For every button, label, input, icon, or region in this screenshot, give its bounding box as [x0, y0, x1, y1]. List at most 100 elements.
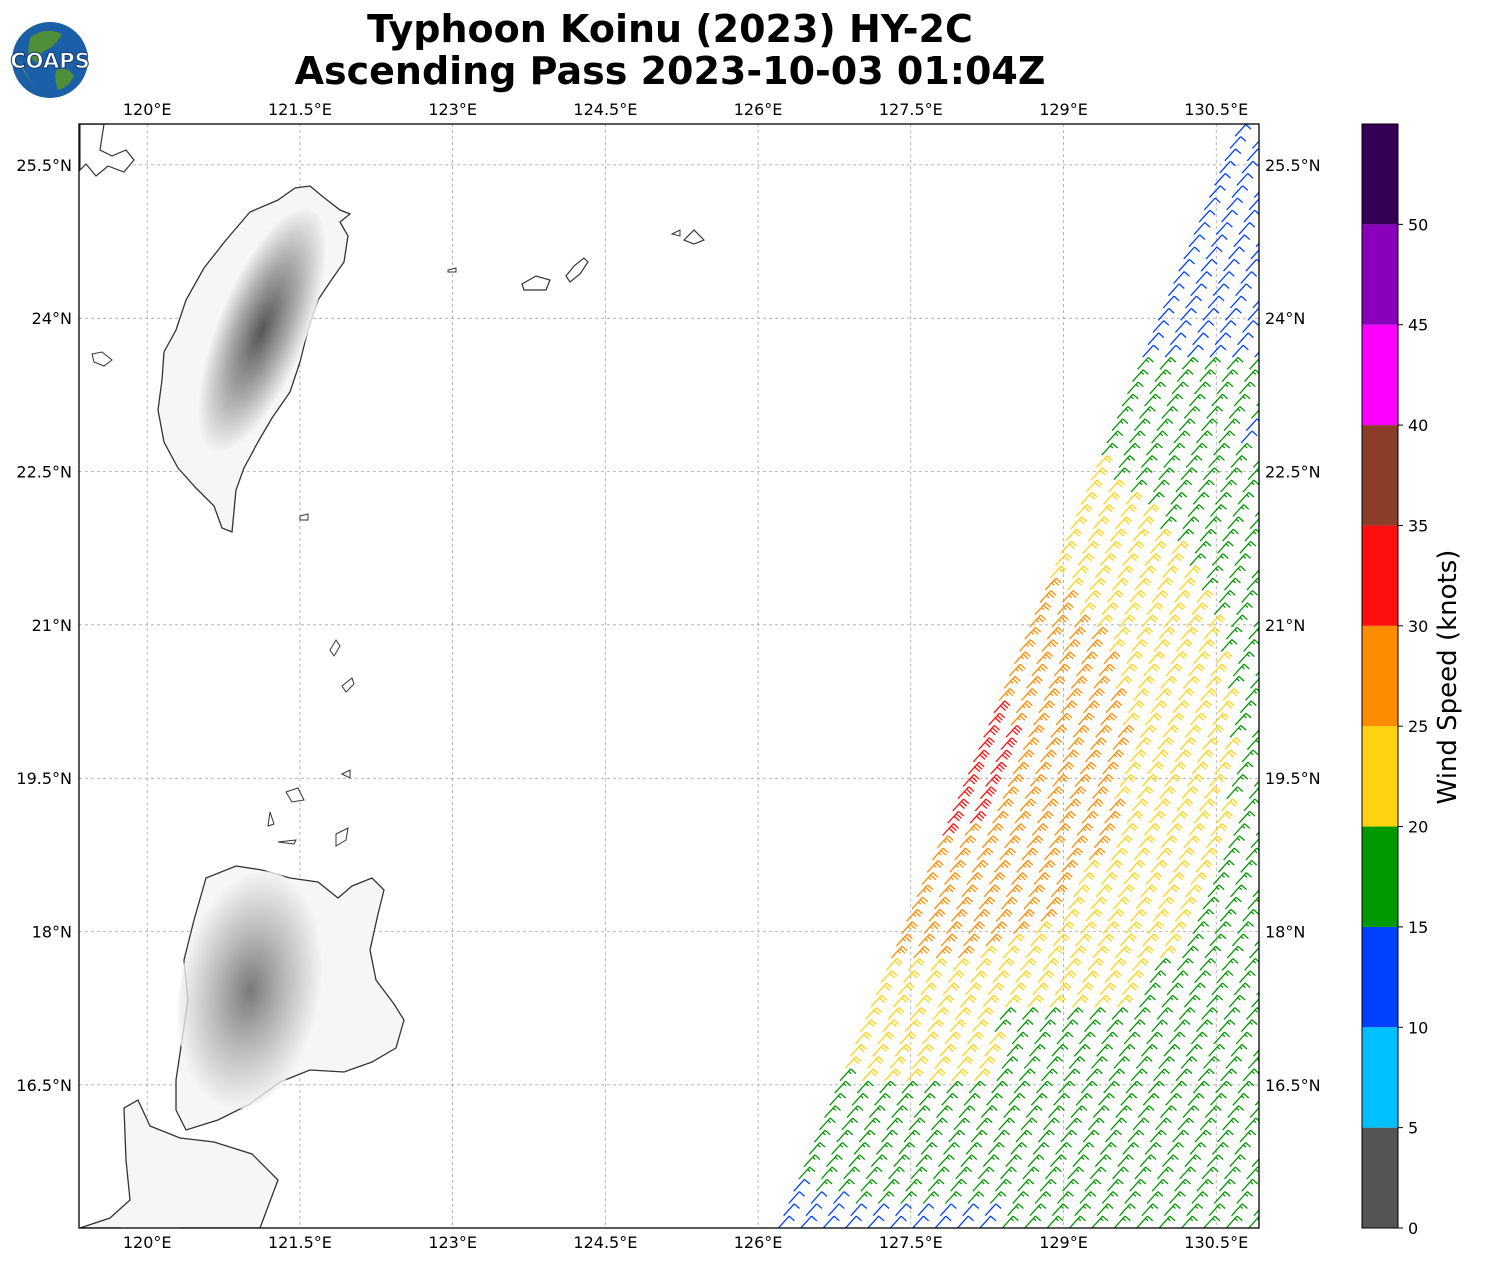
wind-barb: [912, 1215, 930, 1228]
wind-barb: [1248, 198, 1259, 211]
wind-barb: [963, 1092, 981, 1106]
colorbar-tick-label: 40: [1408, 416, 1428, 435]
wind-barb: [1213, 442, 1231, 456]
wind-barb: [1218, 1178, 1236, 1192]
graticule: [79, 124, 1259, 1228]
wind-barb: [1236, 761, 1254, 775]
wind-barb: [1088, 847, 1106, 861]
wind-barb: [1092, 945, 1110, 959]
wind-barb: [1189, 712, 1207, 726]
wind-barb: [947, 810, 965, 824]
wind-barb: [1212, 712, 1230, 726]
wind-barb: [1117, 1154, 1135, 1168]
wind-barb: [1021, 688, 1038, 701]
wind-barb: [1165, 504, 1183, 517]
wind-barb: [1120, 663, 1138, 677]
wind-barb: [1244, 528, 1259, 542]
wind-barb: [1135, 467, 1153, 481]
wind-barb: [964, 823, 982, 836]
wind-barb: [962, 1203, 980, 1217]
wind-barb: [1154, 369, 1172, 383]
wind-barb: [1018, 908, 1036, 922]
ryukyu-island-4: [670, 229, 681, 237]
wind-barb: [1035, 921, 1053, 935]
wind-barb: [1060, 1129, 1078, 1143]
wind-barb: [967, 1191, 985, 1204]
wind-barb: [896, 933, 913, 947]
wind-barb: [1222, 1117, 1240, 1131]
wind-barb: [1185, 455, 1203, 468]
wind-barb: [1075, 504, 1093, 517]
lat-tick-label-right: 18°N: [1265, 923, 1305, 942]
wind-barb: [1205, 675, 1223, 689]
wind-barb: [973, 908, 991, 922]
wind-barb: [1109, 958, 1127, 971]
wind-barb: [1085, 479, 1103, 493]
wind-barb: [1227, 1105, 1245, 1119]
batanes-island-1: [329, 639, 341, 657]
wind-barb: [1030, 1092, 1048, 1106]
wind-barb: [1243, 209, 1259, 223]
wind-barb: [1193, 810, 1211, 824]
wind-barb: [1100, 712, 1118, 726]
wind-barb: [931, 1117, 948, 1131]
wind-barb: [1194, 381, 1211, 395]
wind-barb: [994, 859, 1011, 873]
wind-barb: [1101, 442, 1119, 456]
colorbar-tick-label: 45: [1408, 316, 1428, 335]
wind-barb: [899, 1031, 917, 1045]
colorbar-bin: [1362, 425, 1398, 526]
wind-barb: [1129, 590, 1147, 603]
wind-barb: [1056, 602, 1074, 616]
wind-barb: [1042, 958, 1060, 971]
wind-barb: [1133, 418, 1151, 432]
wind-barb: [1053, 1092, 1071, 1106]
wind-barb: [991, 1080, 1009, 1094]
wind-barb: [834, 1080, 852, 1094]
wind-barb: [996, 1068, 1014, 1082]
wind-barb: [1217, 271, 1235, 284]
wind-barb: [1085, 908, 1103, 922]
wind-barb: [985, 933, 1003, 947]
ryukyu-island-3: [682, 229, 706, 245]
wind-barb: [1077, 982, 1094, 996]
wind-barb: [1077, 712, 1095, 726]
wind-barb: [1031, 663, 1049, 677]
wind-barb: [1186, 614, 1204, 628]
wind-barb: [1214, 172, 1231, 186]
wind-barb: [1218, 590, 1236, 603]
wind-barb: [1200, 847, 1218, 861]
wind-barb: [1227, 516, 1245, 530]
wind-barb: [1105, 700, 1123, 714]
wind-barb: [1225, 626, 1243, 640]
wind-barb: [1018, 1068, 1036, 1082]
wind-barb: [1212, 283, 1230, 297]
wind-barb: [1074, 774, 1092, 787]
wind-barb: [1184, 724, 1202, 738]
wind-barb: [1009, 823, 1027, 836]
wind-barb: [911, 896, 929, 910]
wind-barb: [972, 1019, 989, 1033]
wind-barb: [1106, 430, 1124, 444]
wind-barb: [987, 1142, 1005, 1155]
wind-barb: [957, 786, 975, 800]
wind-barb: [1041, 1068, 1058, 1082]
wind-barb: [1168, 602, 1186, 616]
wind-barb: [1107, 749, 1125, 763]
globe-logo-icon: COAPS: [10, 22, 90, 98]
wind-barb: [1033, 872, 1051, 885]
colorbar-bin: [1362, 224, 1398, 325]
wind-barb: [1182, 945, 1199, 959]
wind-barb: [1022, 1166, 1040, 1180]
wind-barb: [1058, 1080, 1076, 1094]
wind-barb: [956, 896, 974, 910]
wind-barb: [1094, 1154, 1112, 1168]
wind-barb: [1210, 234, 1228, 248]
wind-barb: [1127, 970, 1144, 984]
wind-barb: [1140, 455, 1158, 468]
wind-barb: [1095, 724, 1113, 738]
wind-barb: [1089, 577, 1107, 591]
babuyan-island-1: [285, 787, 305, 803]
axis-tick-labels: 120°E 120°E 121.5°E 121.5°E 123°E 123°E 124.5°…: [16, 100, 1320, 1252]
wind-barb: [1223, 847, 1240, 861]
